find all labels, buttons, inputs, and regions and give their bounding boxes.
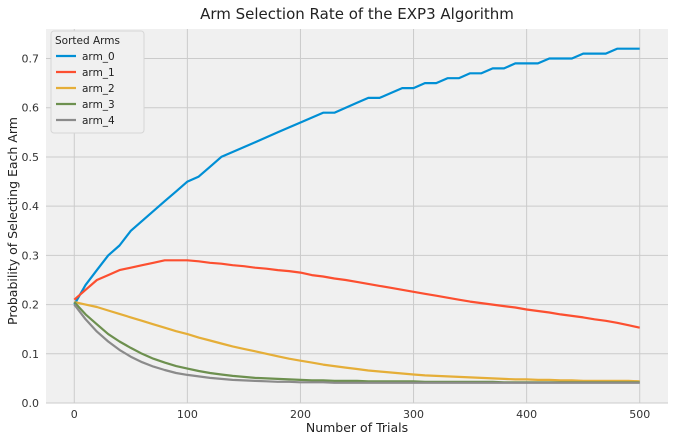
x-tick-label: 200 (290, 408, 311, 421)
series-lines (73, 47, 640, 384)
tick-labels: 0 100 200 300 400 500 0.0 0.1 0.2 0.3 0.4 0.5 0.6 0.7 (22, 53, 651, 421)
x-tick-label: 300 (403, 408, 424, 421)
y-axis-label: Probability of Selecting Each Arm (5, 117, 20, 325)
y-tick-label: 0.3 (22, 249, 40, 262)
chart-title: Arm Selection Rate of the EXP3 Algorithm (200, 5, 514, 23)
y-tick-label: 0.4 (22, 200, 40, 213)
series-line-arm_4 (73, 303, 640, 384)
y-tick-label: 0.0 (22, 397, 40, 410)
y-tick-label: 0.5 (22, 151, 40, 164)
x-tick-label: 0 (71, 408, 78, 421)
plot-area (46, 29, 668, 403)
legend-entry-label: arm_3 (82, 99, 115, 111)
legend-entry-label: arm_1 (82, 67, 115, 79)
y-tick-label: 0.1 (22, 348, 40, 361)
legend-entry-label: arm_0 (82, 51, 115, 63)
x-tick-label: 400 (516, 408, 537, 421)
y-tick-label: 0.7 (22, 53, 40, 66)
series-line-arm_0 (73, 47, 640, 306)
y-tick-label: 0.6 (22, 102, 40, 115)
series-line-arm_2 (74, 301, 640, 383)
series-line-arm_1 (73, 259, 640, 329)
legend: Sorted Arms arm_0 arm_1 arm_2 arm_3 arm_4 (50, 30, 145, 134)
x-tick-label: 500 (629, 408, 650, 421)
y-tick-label: 0.2 (22, 299, 40, 312)
grid (46, 29, 668, 404)
legend-entry-label: arm_2 (82, 83, 115, 95)
x-axis-label: Number of Trials (306, 420, 408, 435)
legend-title: Sorted Arms (55, 35, 120, 47)
legend-entry-label: arm_4 (82, 115, 115, 127)
x-tick-label: 100 (177, 408, 198, 421)
